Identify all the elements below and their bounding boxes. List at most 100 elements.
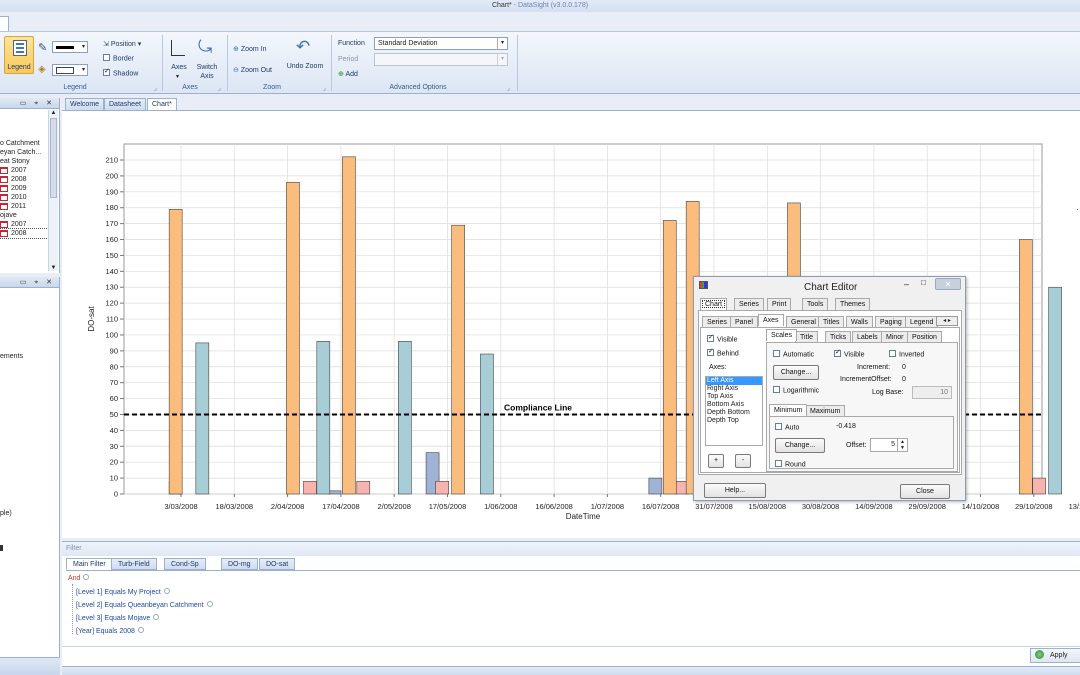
dialog-launcher-icon[interactable]: ⌟ (218, 86, 221, 92)
remove-condition-icon[interactable] (163, 588, 170, 595)
period-dropdown[interactable]: ▾ (374, 53, 508, 66)
editor-tab-themes[interactable]: Themes (835, 298, 871, 310)
spinner-arrows-icon[interactable]: ▲ ▼ (897, 439, 907, 451)
close-button[interactable]: Close (900, 484, 950, 499)
add-axis-button[interactable]: + (708, 454, 724, 468)
editor-subtab-titles[interactable]: Titles (818, 316, 845, 328)
axes-list-item[interactable]: Top Axis (706, 393, 762, 401)
switch-axis-button[interactable]: ⤿ Switch Axis (193, 37, 221, 82)
tree-item[interactable]: 2008 (0, 228, 49, 239)
automatic-box[interactable] (773, 350, 780, 357)
tree-item[interactable]: ojave (0, 211, 48, 220)
line-color-dropdown[interactable]: ▾ (52, 41, 88, 53)
add-condition-icon[interactable] (83, 574, 90, 581)
auto-min-checkbox[interactable]: Auto (775, 423, 799, 431)
axes-listbox[interactable]: Left Axis Right Axis Top Axis Bottom Axis De… (705, 376, 763, 446)
maximize-icon[interactable]: □ (921, 278, 926, 287)
remove-condition-icon[interactable] (153, 614, 160, 621)
editor-tab-print[interactable]: Print (767, 298, 792, 310)
filter-and-operator[interactable]: And (68, 574, 90, 582)
editor-tab-tools[interactable]: Tools (802, 298, 829, 310)
function-dropdown[interactable]: Standard Deviation ▾ (374, 37, 508, 50)
editor-subtab-panel[interactable]: Panel (730, 316, 758, 328)
add-button[interactable]: ⊕ Add (338, 70, 358, 78)
inverted-box[interactable] (889, 350, 896, 357)
pane-controls[interactable]: ▭ ⌖ ✕ (19, 279, 55, 286)
filter-condition[interactable]: [Level 1] Equals My Project (76, 588, 170, 596)
tab-minimum[interactable]: Minimum (769, 404, 808, 416)
dialog-launcher-icon[interactable]: ⌟ (154, 86, 157, 92)
auto-min-box[interactable] (775, 423, 782, 430)
axes-list-item[interactable]: Left Axis (706, 377, 762, 385)
round-box[interactable] (775, 460, 782, 467)
tree-item[interactable]: eyan Catch... (0, 148, 48, 157)
filter-tab[interactable]: DO-mg (221, 558, 258, 570)
tree-item[interactable]: o Catchment (0, 139, 48, 148)
axes-list-item[interactable]: Depth Top (706, 417, 762, 425)
close-icon[interactable]: ✕ (935, 278, 961, 290)
log-base-input[interactable]: 10 (912, 386, 952, 399)
axes-list-item[interactable]: Depth Bottom (706, 409, 762, 417)
filter-condition[interactable]: [Level 2] Equals Queanbeyan Catchment (76, 601, 213, 609)
filter-tab[interactable]: Cond-Sp (164, 558, 206, 570)
filter-tab[interactable]: Turb-Field (111, 558, 157, 570)
logarithmic-checkbox[interactable]: Logarithmic (773, 386, 819, 394)
change-scale-button[interactable]: Change... (773, 365, 819, 380)
filter-condition[interactable]: [Level 3] Equals Mojave (76, 614, 160, 622)
zoom-in-button[interactable]: ⊕ Zoom In (233, 45, 267, 53)
editor-subtab-walls[interactable]: Walls (846, 316, 873, 328)
sub-tab-scroll-arrows[interactable]: ◂ ▸ (936, 316, 958, 326)
change-min-button[interactable]: Change... (775, 438, 825, 453)
apply-button[interactable]: Apply (1030, 648, 1080, 663)
axes-list-item[interactable]: Right Axis (706, 385, 762, 393)
editor-tab-chart[interactable]: Chart (700, 298, 728, 310)
axis-behind-box[interactable] (707, 347, 714, 356)
axes-tab-scales[interactable]: Scales (766, 329, 798, 341)
tree-item[interactable]: 2007 (0, 166, 48, 175)
shadow-checkbox[interactable]: Shadow (103, 67, 138, 77)
filter-condition[interactable]: [Year] Equals 2008 (76, 627, 144, 635)
editor-subtab-axes[interactable]: Axes (758, 314, 784, 326)
pen-icon[interactable]: ✎ (38, 42, 48, 54)
ribbon-tab-stub[interactable] (0, 16, 9, 31)
minimize-icon[interactable]: – (904, 279, 910, 289)
tree-item[interactable]: 2010 (0, 193, 48, 202)
scroll-thumb[interactable] (50, 118, 57, 198)
axis-behind-checkbox[interactable]: Behind (707, 347, 739, 357)
inverted-checkbox[interactable]: Inverted (889, 350, 924, 358)
filter-tab[interactable]: DO-sat (259, 558, 296, 570)
remove-condition-icon[interactable] (137, 627, 144, 634)
logarithmic-box[interactable] (773, 386, 780, 393)
tree-item[interactable]: 2008 (0, 175, 48, 184)
chart-editor-titlebar[interactable]: Chart Editor – □ ✕ (694, 277, 965, 295)
remove-axis-button[interactable]: - (735, 454, 751, 468)
axis-visible-checkbox[interactable]: Visible (707, 333, 738, 343)
editor-tab-series[interactable]: Series (734, 298, 764, 310)
legend-toggle-button[interactable]: Legend (4, 36, 34, 74)
fill-icon[interactable]: ◈ (38, 64, 46, 75)
automatic-checkbox[interactable]: Automatic (773, 350, 814, 358)
remove-condition-icon[interactable] (206, 601, 213, 608)
border-checkbox[interactable]: Border (103, 54, 134, 62)
axes-tab-position[interactable]: Position (907, 331, 942, 343)
scale-visible-box[interactable] (834, 348, 841, 357)
filter-tab[interactable]: Main Filter (66, 558, 113, 570)
undo-zoom-button[interactable]: ↶ Undo Zoom (284, 37, 326, 82)
scroll-up-icon[interactable]: ▲ (50, 110, 57, 116)
dialog-launcher-icon[interactable]: ⌟ (507, 86, 510, 92)
tree-item[interactable]: 2009 (0, 184, 48, 193)
scale-visible-checkbox[interactable]: Visible (834, 348, 865, 358)
pane-controls[interactable]: ▭ ⌖ ✕ (19, 100, 55, 107)
dialog-launcher-icon[interactable]: ⌟ (323, 86, 326, 92)
tree-item[interactable]: eat Stony (0, 157, 48, 166)
tree-scrollbar[interactable]: ▲ ▼ (48, 110, 58, 271)
scroll-down-icon[interactable]: ▼ (50, 265, 57, 271)
axis-visible-box[interactable] (707, 333, 714, 342)
border-checkbox-box[interactable] (103, 54, 110, 61)
zoom-out-button[interactable]: ⊖ Zoom Out (233, 66, 272, 74)
position-button[interactable]: ⇲ Position ▾ (103, 40, 141, 48)
fill-color-dropdown[interactable]: ▾ (52, 64, 88, 76)
tree-item[interactable]: 2007 (0, 220, 48, 229)
axes-list-item[interactable]: Bottom Axis (706, 401, 762, 409)
help-button[interactable]: Help... (704, 483, 766, 498)
